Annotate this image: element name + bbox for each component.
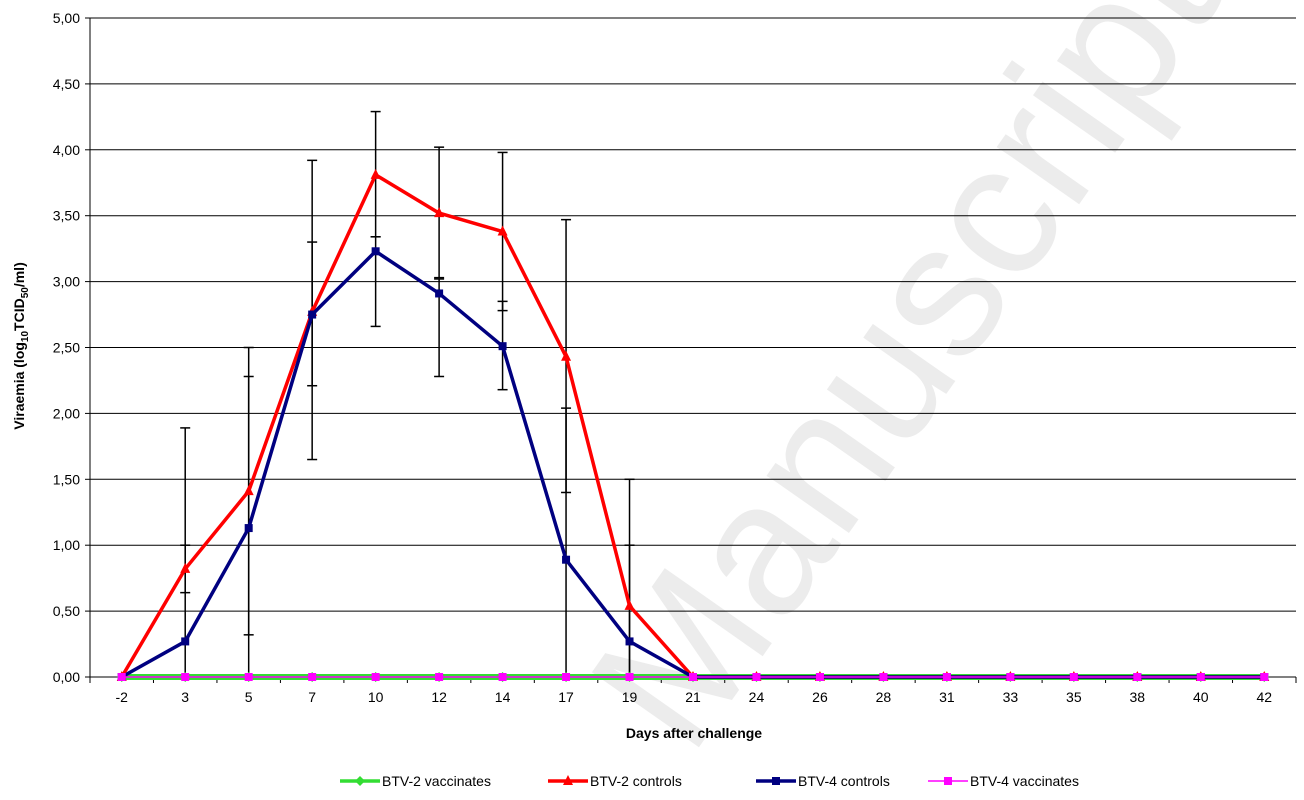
x-tick-label: 33 bbox=[1003, 689, 1019, 705]
data-point bbox=[625, 673, 634, 681]
y-axis-title: Viraemia (log10TCID50/ml) bbox=[11, 262, 31, 429]
data-point bbox=[1069, 673, 1078, 681]
x-tick-label: 5 bbox=[245, 689, 253, 705]
x-tick-label: -2 bbox=[116, 689, 129, 705]
y-axis-title-main: Viraemia (log bbox=[11, 342, 27, 430]
x-tick-label: 31 bbox=[939, 689, 955, 705]
watermark-text: Manuscript bbox=[550, 0, 1257, 784]
data-point bbox=[498, 342, 507, 351]
data-point bbox=[180, 562, 191, 573]
y-tick-label: 5,00 bbox=[53, 10, 80, 26]
series-lines bbox=[116, 168, 1270, 682]
x-tick-label: 19 bbox=[622, 689, 638, 705]
data-point bbox=[561, 350, 572, 361]
data-point bbox=[497, 225, 508, 236]
y-tick-label: 1,00 bbox=[53, 537, 80, 553]
x-tick-labels: -2 3 5 7 10 12 14 17 19 21 24 26 28 31 33 35 38 40 42 bbox=[116, 689, 1273, 705]
y-tick-label: 4,00 bbox=[53, 142, 80, 158]
legend-marker bbox=[772, 777, 780, 785]
data-point bbox=[117, 673, 126, 681]
data-point bbox=[181, 637, 190, 646]
data-point bbox=[370, 168, 381, 179]
y-tick-label: 4,50 bbox=[53, 76, 80, 92]
x-tick-label: 14 bbox=[495, 689, 511, 705]
legend-label: BTV-4 vaccinates bbox=[970, 773, 1079, 789]
data-point bbox=[244, 673, 253, 681]
data-point bbox=[625, 637, 634, 646]
y-axis-title-sub1: 10 bbox=[20, 331, 31, 343]
x-tick-label: 24 bbox=[749, 689, 765, 705]
data-point bbox=[434, 207, 445, 218]
y-tick-label: 0,00 bbox=[53, 669, 80, 685]
x-tick-label: 17 bbox=[558, 689, 574, 705]
data-point bbox=[371, 247, 380, 256]
y-tick-label: 3,50 bbox=[53, 208, 80, 224]
legend-label: BTV-2 controls bbox=[590, 773, 682, 789]
data-point bbox=[942, 673, 951, 681]
x-tick-label: 10 bbox=[368, 689, 384, 705]
x-tick-label: 35 bbox=[1066, 689, 1082, 705]
error-bars bbox=[180, 110, 635, 677]
x-tick-label: 40 bbox=[1193, 689, 1209, 705]
data-point bbox=[752, 673, 761, 681]
x-tick-label: 12 bbox=[431, 689, 447, 705]
legend-label: BTV-4 controls bbox=[798, 773, 890, 789]
legend-marker bbox=[355, 776, 365, 786]
x-tick-label: 26 bbox=[812, 689, 828, 705]
data-point bbox=[689, 673, 697, 681]
data-point bbox=[562, 673, 571, 681]
gridlines bbox=[90, 17, 1296, 612]
data-point bbox=[243, 485, 254, 496]
data-point bbox=[308, 673, 317, 681]
data-point bbox=[308, 310, 317, 319]
legend-marker bbox=[563, 775, 573, 785]
legend-marker bbox=[944, 777, 952, 785]
x-tick-label: 7 bbox=[308, 689, 316, 705]
data-point bbox=[244, 524, 253, 533]
legend: BTV-2 vaccinates BTV-2 controls BTV-4 cont… bbox=[340, 773, 1079, 789]
data-point bbox=[498, 673, 507, 681]
data-point bbox=[435, 289, 444, 298]
data-point bbox=[1006, 673, 1015, 681]
data-point bbox=[371, 673, 380, 681]
data-point bbox=[1133, 673, 1142, 681]
data-point bbox=[1196, 673, 1205, 681]
x-tick-label: 21 bbox=[685, 689, 701, 705]
y-tick-label: 3,00 bbox=[53, 274, 80, 290]
y-axis-title-sub2: 50 bbox=[20, 287, 31, 299]
data-point bbox=[879, 673, 888, 681]
data-point bbox=[181, 673, 190, 681]
data-point bbox=[562, 555, 571, 564]
x-tick-label: 42 bbox=[1256, 689, 1272, 705]
data-point bbox=[1260, 673, 1269, 681]
y-tick-label: 2,50 bbox=[53, 340, 80, 356]
x-tick-label: 28 bbox=[876, 689, 892, 705]
y-tick-label: 1,50 bbox=[53, 471, 80, 487]
y-tick-label: 2,00 bbox=[53, 405, 80, 421]
y-axis-title-mid: TCID bbox=[11, 298, 27, 331]
data-point bbox=[815, 673, 824, 681]
x-tick-label: 38 bbox=[1130, 689, 1146, 705]
x-tick-label: 3 bbox=[181, 689, 189, 705]
x-axis-title: Days after challenge bbox=[626, 725, 762, 741]
y-tick-labels: 0,00 0,50 1,00 1,50 2,00 2,50 3,00 3,50 4,00 4,50… bbox=[53, 10, 80, 685]
legend-label: BTV-2 vaccinates bbox=[382, 773, 491, 789]
data-point bbox=[435, 673, 444, 681]
y-axis-title-end: /ml) bbox=[11, 262, 27, 287]
data-point bbox=[624, 599, 635, 610]
y-tick-label: 0,50 bbox=[53, 603, 80, 619]
